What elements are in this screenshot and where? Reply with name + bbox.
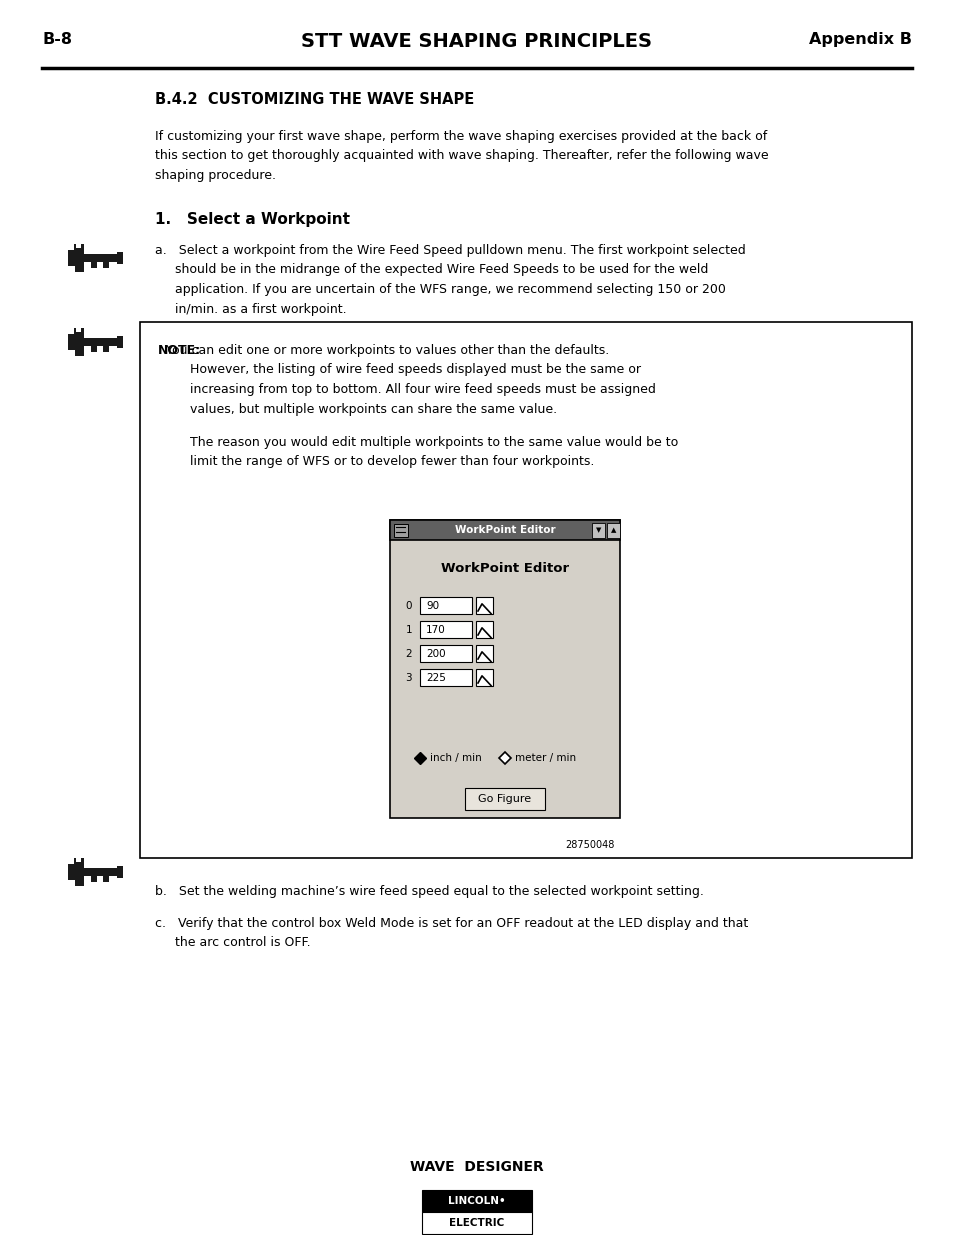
Text: B.4.2  CUSTOMIZING THE WAVE SHAPE: B.4.2 CUSTOMIZING THE WAVE SHAPE: [154, 91, 474, 107]
Bar: [606, 522, 619, 537]
Text: 2: 2: [405, 650, 412, 659]
Bar: [76, 329, 81, 332]
Bar: [103, 346, 109, 352]
Bar: [419, 669, 472, 687]
Text: ▼: ▼: [596, 527, 600, 534]
Bar: [68, 858, 84, 885]
Text: B-8: B-8: [42, 32, 71, 47]
Bar: [419, 597, 472, 614]
Text: NOTE:: NOTE:: [158, 345, 201, 357]
Text: values, but multiple workpoints can share the same value.: values, but multiple workpoints can shar…: [158, 403, 557, 415]
Bar: [476, 621, 493, 638]
Text: in/min. as a first workpoint.: in/min. as a first workpoint.: [154, 303, 346, 315]
Bar: [394, 524, 408, 536]
Text: 1.   Select a Workpoint: 1. Select a Workpoint: [154, 212, 350, 227]
Bar: [390, 520, 619, 540]
Bar: [476, 646, 493, 662]
Text: application. If you are uncertain of the WFS range, we recommend selecting 150 o: application. If you are uncertain of the…: [154, 283, 725, 296]
Bar: [68, 245, 84, 272]
Bar: [84, 868, 118, 876]
Bar: [592, 522, 604, 537]
Bar: [68, 266, 74, 272]
Bar: [140, 322, 911, 858]
Text: You can edit one or more workpoints to values other than the defaults.: You can edit one or more workpoints to v…: [158, 345, 609, 357]
Bar: [91, 876, 97, 882]
Text: this section to get thoroughly acquainted with wave shaping. Thereafter, refer t: this section to get thoroughly acquainte…: [154, 149, 768, 163]
Text: LINCOLN•: LINCOLN•: [448, 1195, 505, 1207]
Text: STT WAVE SHAPING PRINCIPLES: STT WAVE SHAPING PRINCIPLES: [301, 32, 652, 51]
Text: shaping procedure.: shaping procedure.: [154, 169, 275, 182]
Text: 3: 3: [405, 673, 412, 683]
Text: 90: 90: [426, 601, 438, 611]
Bar: [116, 336, 122, 348]
Bar: [476, 598, 493, 614]
Bar: [68, 858, 73, 863]
Bar: [76, 858, 81, 862]
Bar: [91, 262, 97, 268]
Bar: [103, 876, 109, 882]
Bar: [390, 520, 619, 818]
Bar: [476, 669, 493, 687]
Text: ▲: ▲: [610, 527, 616, 534]
Text: limit the range of WFS or to develop fewer than four workpoints.: limit the range of WFS or to develop few…: [158, 456, 594, 468]
Text: WorkPoint Editor: WorkPoint Editor: [440, 562, 569, 576]
Bar: [464, 788, 544, 810]
Text: c.   Verify that the control box Weld Mode is set for an OFF readout at the LED : c. Verify that the control box Weld Mode…: [154, 918, 747, 930]
Text: WAVE  DESIGNER: WAVE DESIGNER: [410, 1160, 543, 1174]
Text: WorkPoint Editor: WorkPoint Editor: [455, 525, 555, 535]
Bar: [421, 1191, 532, 1212]
Bar: [103, 262, 109, 268]
Text: meter / min: meter / min: [515, 753, 576, 763]
Bar: [84, 254, 118, 262]
Bar: [91, 346, 97, 352]
Text: 28750048: 28750048: [565, 840, 615, 850]
Text: 1: 1: [405, 625, 412, 635]
Text: a.   Select a workpoint from the Wire Feed Speed pulldown menu. The first workpo: a. Select a workpoint from the Wire Feed…: [154, 245, 745, 257]
Text: inch / min: inch / min: [430, 753, 481, 763]
Text: 225: 225: [426, 673, 445, 683]
Bar: [419, 645, 472, 662]
Bar: [68, 245, 73, 249]
Bar: [68, 329, 73, 333]
Text: Appendix B: Appendix B: [808, 32, 911, 47]
Bar: [390, 520, 619, 540]
Bar: [116, 866, 122, 878]
Bar: [68, 350, 74, 356]
Text: b.   Set the welding machine’s wire feed speed equal to the selected workpoint s: b. Set the welding machine’s wire feed s…: [154, 885, 703, 898]
Text: 170: 170: [426, 625, 445, 635]
Text: increasing from top to bottom. All four wire feed speeds must be assigned: increasing from top to bottom. All four …: [158, 383, 656, 396]
Text: ELECTRIC: ELECTRIC: [449, 1218, 504, 1228]
Text: 200: 200: [426, 650, 445, 659]
Bar: [68, 329, 84, 356]
Bar: [421, 1212, 532, 1234]
Text: The reason you would edit multiple workpoints to the same value would be to: The reason you would edit multiple workp…: [158, 436, 678, 448]
Text: should be in the midrange of the expected Wire Feed Speeds to be used for the we: should be in the midrange of the expecte…: [154, 263, 708, 277]
Text: the arc control is OFF.: the arc control is OFF.: [154, 936, 311, 950]
Bar: [419, 621, 472, 638]
Bar: [116, 252, 122, 264]
Text: 0: 0: [405, 601, 412, 611]
Bar: [76, 245, 81, 248]
Text: However, the listing of wire feed speeds displayed must be the same or: However, the listing of wire feed speeds…: [158, 363, 640, 377]
Text: Go Figure: Go Figure: [478, 794, 531, 804]
Text: If customizing your first wave shape, perform the wave shaping exercises provide: If customizing your first wave shape, pe…: [154, 130, 766, 143]
Bar: [68, 881, 74, 885]
Bar: [84, 338, 118, 346]
